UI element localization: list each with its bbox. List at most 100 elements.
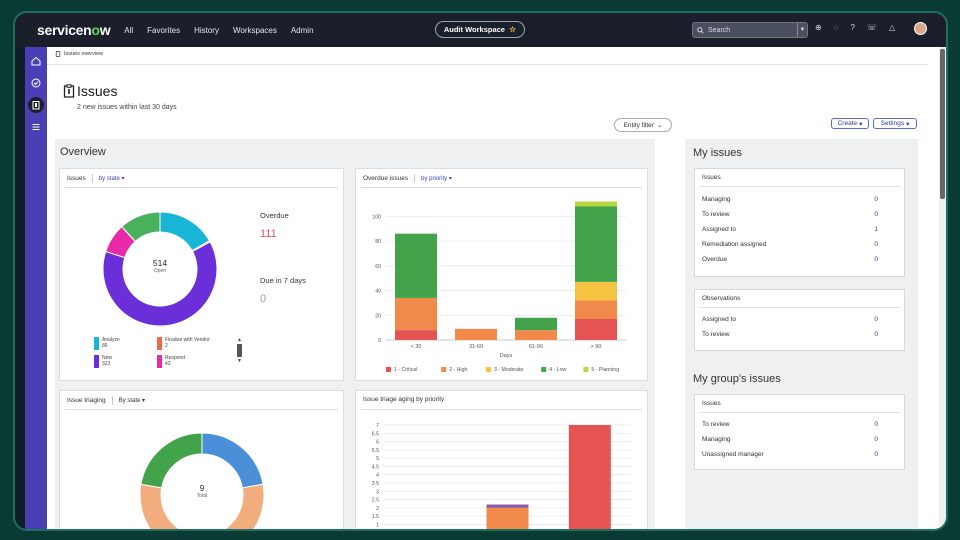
bar-segment[interactable] <box>395 330 437 340</box>
pie-slice[interactable] <box>139 483 265 531</box>
bar-segment[interactable] <box>395 233 437 298</box>
legend-item[interactable]: Finalize with Vendor 2 <box>157 337 210 350</box>
clipboard-icon[interactable] <box>28 97 44 113</box>
main-content: Issues overview Issues 2 new issues with… <box>47 47 939 531</box>
my-issues-title: My issues <box>693 147 742 159</box>
issues-state-filter[interactable]: by state ▾ <box>98 176 125 182</box>
legend-label[interactable]: 3 - Moderate <box>494 367 524 373</box>
workspace-pill[interactable]: Audit Workspace ☆ <box>435 21 525 38</box>
settings-button[interactable]: Settings ▾ <box>873 118 917 129</box>
help-icon[interactable]: ? <box>850 23 855 32</box>
check-circle-icon[interactable] <box>28 75 44 91</box>
breadcrumb[interactable]: Issues overview <box>55 51 103 57</box>
bar-segment[interactable] <box>486 504 529 508</box>
scrollbar[interactable] <box>939 47 946 529</box>
list-item[interactable]: Overdue 0 <box>702 256 878 263</box>
legend-swatch <box>541 367 547 372</box>
overdue-card-title: Overdue issues <box>363 175 409 182</box>
list-item[interactable]: Remediation assigned 0 <box>702 241 878 248</box>
nav-all[interactable]: All <box>124 25 134 35</box>
list-item[interactable]: Unassigned manager 0 <box>702 451 878 458</box>
pie-slice[interactable] <box>121 211 161 243</box>
overdue-value[interactable]: 111 <box>260 228 277 240</box>
search-input[interactable]: Search ▼ <box>692 22 808 38</box>
bar-segment[interactable] <box>486 507 529 531</box>
legend-label[interactable]: 5 - Planning <box>591 367 619 373</box>
issues-card-title: Issues <box>67 175 86 182</box>
create-button[interactable]: Create ▾ <box>831 118 869 129</box>
bar-segment[interactable] <box>575 300 617 319</box>
bar-segment[interactable] <box>455 328 497 340</box>
page-title: Issues <box>63 83 117 99</box>
scrollbar-thumb[interactable] <box>940 49 945 199</box>
y-tick-label: 0 <box>378 338 381 344</box>
triage-donut[interactable] <box>138 431 266 531</box>
list-item[interactable]: To review 0 <box>702 421 878 428</box>
y-tick-label: 6 <box>376 440 379 446</box>
legend-label[interactable]: 2 - High <box>449 367 467 373</box>
nav-workspaces[interactable]: Workspaces <box>232 25 277 35</box>
due7-value[interactable]: 0 <box>260 293 267 305</box>
overdue-priority-filter[interactable]: by priority ▾ <box>421 176 452 182</box>
search-scope-dropdown[interactable]: ▼ <box>797 23 807 37</box>
legend-scroll[interactable]: ▲ ▼ <box>237 337 242 364</box>
list-icon[interactable] <box>28 119 44 135</box>
triage-aging-bar-chart[interactable]: 0.511.522.533.544.555.566.57 <box>356 411 649 531</box>
search-placeholder: Search <box>708 26 731 34</box>
bar-segment[interactable] <box>575 201 617 207</box>
phone-icon[interactable]: ☏ <box>866 23 877 32</box>
box-title: Observations <box>702 295 741 302</box>
list-item[interactable]: Assigned to 0 <box>702 316 878 323</box>
nav-admin[interactable]: Admin <box>290 25 314 35</box>
legend-item[interactable]: Analyze 86 <box>94 337 120 350</box>
nav-favorites[interactable]: Favorites <box>147 25 181 35</box>
bar-segment[interactable] <box>515 330 557 340</box>
chat-icon[interactable]: ◌ <box>833 23 839 32</box>
x-tick-label: > 90 <box>591 344 602 350</box>
overview-title: Overview <box>60 146 106 158</box>
legend-item[interactable]: New 323 <box>94 355 112 368</box>
legend-label[interactable]: 4 - Low <box>549 367 566 373</box>
avatar[interactable] <box>914 22 927 35</box>
bar-segment[interactable] <box>568 425 611 531</box>
legend-swatch <box>386 367 391 372</box>
y-tick-label: 5.5 <box>372 448 379 454</box>
y-tick-label: 1.5 <box>372 514 379 520</box>
x-tick-label: 31-60 <box>469 344 483 350</box>
issue-triaging-card: Issue triaging By state ▾ 9 Total <box>59 390 344 531</box>
nav-history[interactable]: History <box>194 25 219 35</box>
issues-donut[interactable] <box>100 209 220 329</box>
triage-aging-card: Issue triage aging by priority 0.5 1 1.5 2 2… <box>355 390 649 531</box>
list-item[interactable]: Assigned to 1 <box>702 226 878 233</box>
issues-card: Issues by state ▾ 514 Open Overdue 111 Du… <box>59 168 344 381</box>
servicenow-logo[interactable]: servicenow <box>37 22 111 38</box>
divider <box>47 64 927 65</box>
legend-swatch <box>486 367 491 372</box>
bell-icon[interactable]: △ <box>888 23 896 32</box>
entity-filter-button[interactable]: Entity filter ⌄ <box>614 118 672 132</box>
pie-slice[interactable] <box>102 241 218 327</box>
new-count: 2 <box>77 104 81 111</box>
list-item[interactable]: To review 0 <box>702 331 878 338</box>
home-icon[interactable] <box>28 53 44 69</box>
bar-segment[interactable] <box>515 317 557 331</box>
list-item[interactable]: Managing 0 <box>702 436 878 443</box>
bar-segment[interactable] <box>575 281 617 301</box>
pie-slice[interactable] <box>140 432 203 489</box>
overdue-bar-chart[interactable]: 0 20 40 60 80 100 < 30 31-60 61-90 > 90 Days 1 - Cr… <box>356 189 649 379</box>
bar-segment[interactable] <box>575 318 617 340</box>
star-icon[interactable]: ☆ <box>508 25 517 34</box>
my-issues-box: Issues Managing 0 To review 0 Assigned to 1… <box>694 168 905 277</box>
y-tick-label: 3.5 <box>372 481 379 487</box>
globe-icon[interactable]: ⊕ <box>815 23 822 32</box>
pie-slice[interactable] <box>201 432 264 489</box>
list-item[interactable]: To review 0 <box>702 211 878 218</box>
legend-item[interactable]: Respond 43 <box>157 355 185 368</box>
list-item[interactable]: Managing 0 <box>702 196 878 203</box>
page-subtitle: 2 new issues within last 30 days <box>77 104 177 111</box>
sidebar <box>25 47 47 529</box>
triage-state-filter[interactable]: By state ▾ <box>118 398 146 404</box>
bar-segment[interactable] <box>575 206 617 282</box>
legend-label[interactable]: 1 - Critical <box>394 367 417 373</box>
bar-segment[interactable] <box>395 297 437 331</box>
